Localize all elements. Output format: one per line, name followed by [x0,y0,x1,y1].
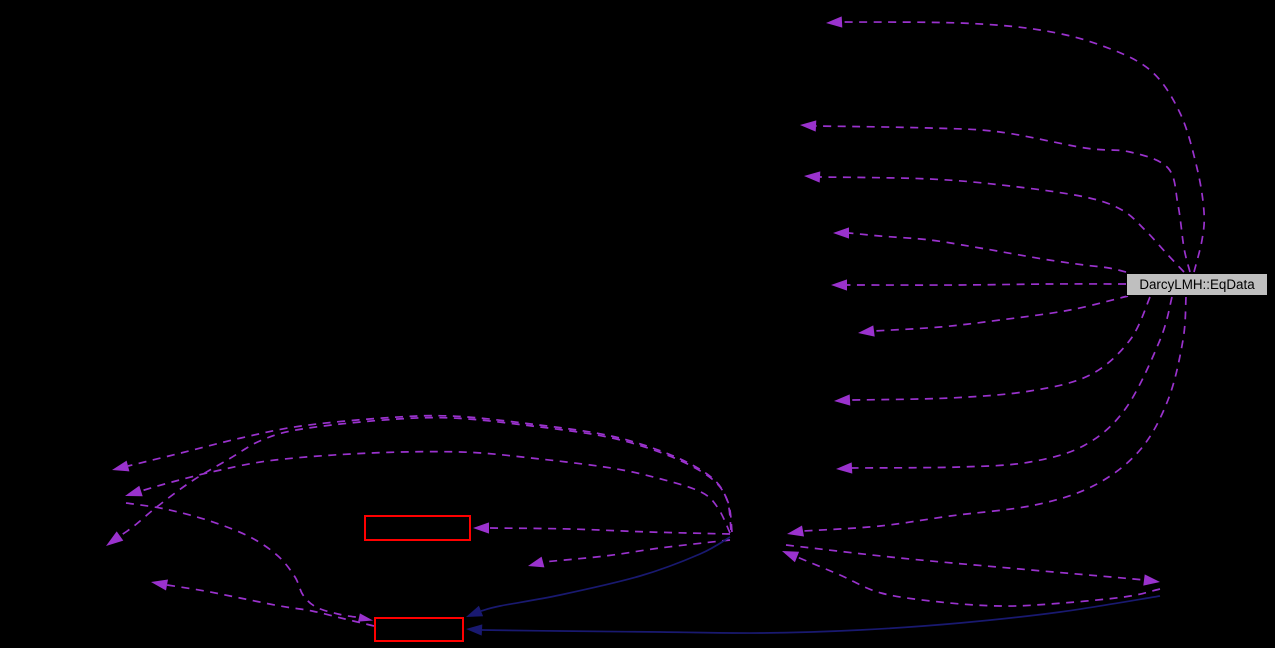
svg-text:DarcyLMH::EqData: DarcyLMH::EqData [1139,277,1255,292]
